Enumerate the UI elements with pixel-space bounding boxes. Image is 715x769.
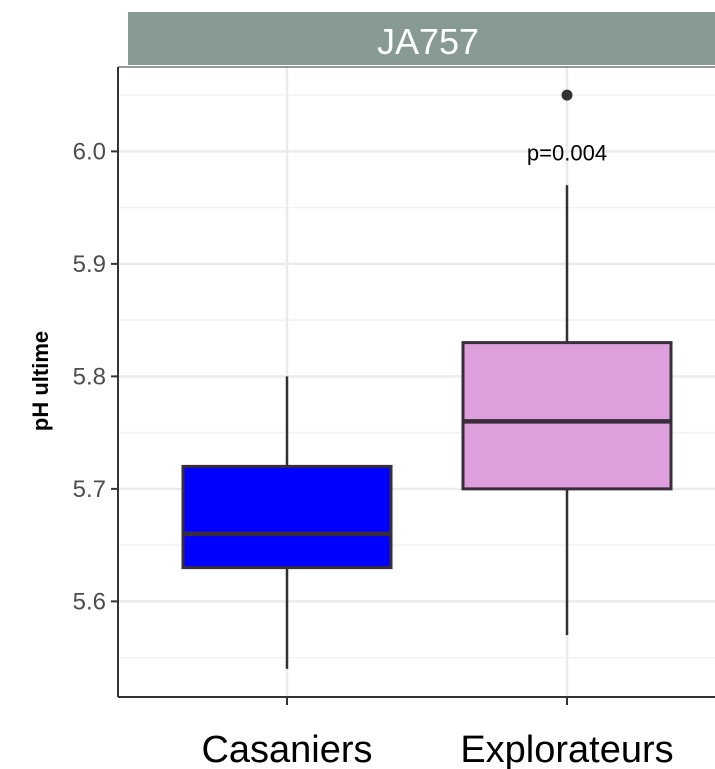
y-tick-label: 5.9 — [73, 251, 106, 278]
y-tick-label: 5.6 — [73, 588, 106, 615]
y-axis-label: pH ultime — [28, 331, 53, 431]
x-tick-label: Casaniers — [201, 729, 372, 769]
panel-title: JA757 — [377, 21, 479, 62]
outlier-point — [561, 89, 573, 101]
box-body — [181, 464, 393, 570]
plot-area: 5.6 5.7 5.8 5.9 6.0 Casaniers Explorateurs p=0.… — [73, 66, 715, 769]
x-tick-label: Explorateurs — [460, 729, 673, 769]
p-value-annotation: p=0.004 — [527, 140, 607, 165]
y-tick-label: 6.0 — [73, 138, 106, 165]
box-casaniers — [181, 376, 393, 669]
panel-strip — [128, 12, 715, 65]
y-tick-label: 5.7 — [73, 476, 106, 503]
y-tick-label: 5.8 — [73, 363, 106, 390]
box-explorateurs — [461, 89, 673, 636]
box-body — [461, 341, 673, 491]
